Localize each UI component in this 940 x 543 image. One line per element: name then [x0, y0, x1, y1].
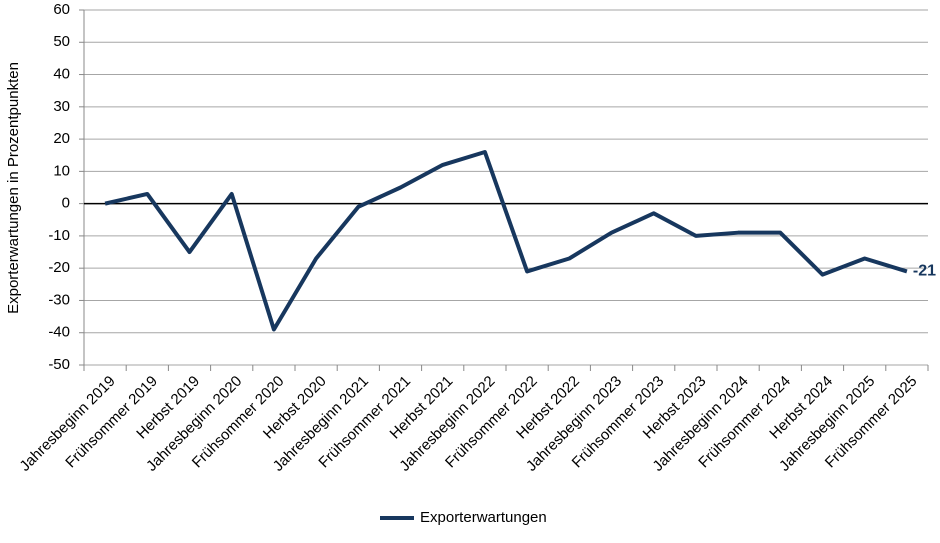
y-tick-label: -20	[48, 259, 70, 276]
y-tick-label: -10	[48, 227, 70, 244]
y-tick-label: -40	[48, 324, 70, 341]
y-tick-label: 60	[53, 1, 70, 18]
legend-label: Exporterwartungen	[420, 509, 547, 526]
y-tick-label: 30	[53, 98, 70, 115]
y-tick-label: 50	[53, 33, 70, 50]
data-label: -21	[913, 263, 936, 280]
y-axis-label: Exporterwartungen in Prozentpunkten	[5, 62, 22, 314]
y-tick-label: 20	[53, 130, 70, 147]
data-line	[104, 150, 908, 332]
y-tick-label: 10	[53, 162, 70, 179]
y-tick-label: 0	[62, 195, 70, 212]
y-tick-label: 40	[53, 66, 70, 83]
y-tick-label: -30	[48, 291, 70, 308]
y-tick-label: -50	[48, 356, 70, 373]
